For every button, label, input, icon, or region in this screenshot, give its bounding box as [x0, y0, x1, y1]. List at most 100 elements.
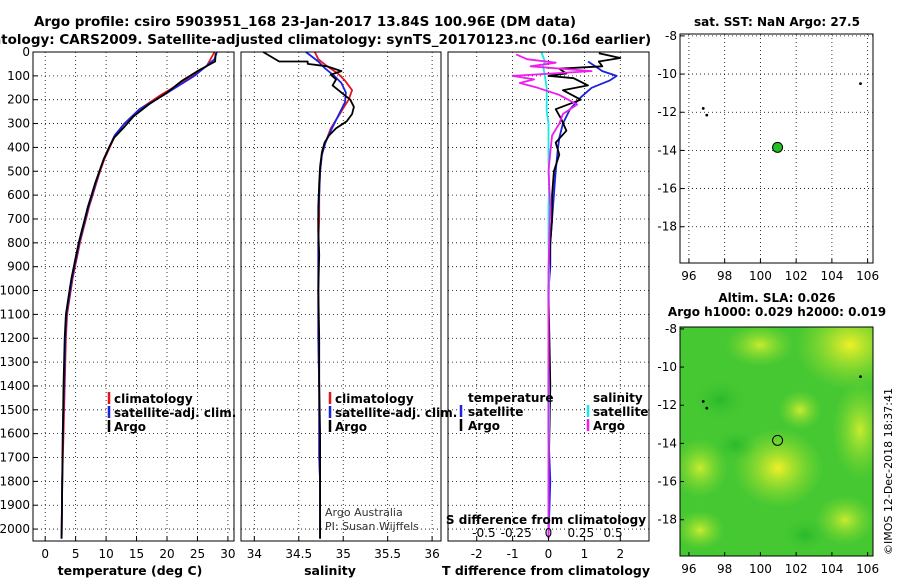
sst_map-xtick-label: 98: [717, 269, 732, 283]
t-difference-xlabel: T difference from climatology: [442, 563, 650, 578]
diff-x2tick-label: -0.25: [501, 526, 532, 540]
legend-s-satellite: satellite: [593, 405, 648, 419]
salinity-panel: 34 34.5 35 35.5 36 salinity climatology sate…: [240, 51, 457, 578]
temperature-xtick-label: 5: [72, 547, 80, 561]
depth-ytick-label: 1300: [0, 355, 30, 369]
temperature-xtick-label: 25: [190, 547, 205, 561]
depth-ytick-label: 1000: [0, 284, 30, 298]
depth-ytick-label: 1700: [0, 451, 30, 465]
sst_map-ytick-label: -16: [657, 182, 677, 196]
difference-xtick-label: -2: [471, 547, 483, 561]
depth-ytick-label: 500: [7, 164, 30, 178]
depth-ytick-label: 1900: [0, 498, 30, 512]
diff-x2tick-label: 0.5: [604, 526, 623, 540]
temperature-xtick-label: 15: [129, 547, 144, 561]
sst_map-ytick-label: -8: [665, 29, 677, 43]
sst_map-float-dot: [705, 113, 709, 117]
legend-salinity-title: salinity: [593, 391, 643, 405]
salinity-xtick-label: 34: [247, 547, 262, 561]
sst_map-float-dot: [701, 107, 705, 110]
temperature-xtick-label: 20: [159, 547, 174, 561]
sla_map-ytick-label: -10: [657, 360, 677, 374]
depth-ytick-label: 700: [7, 212, 30, 226]
sst_map-float-dot: [859, 82, 862, 86]
sla_map-ytick-label: -16: [657, 475, 677, 489]
sla_map-ytick-label: -12: [657, 398, 677, 412]
sla_map-ytick-label: -18: [657, 513, 677, 527]
legend-climatology: climatology: [114, 392, 193, 406]
difference-xtick-label: -1: [507, 547, 519, 561]
legend-climatology: climatology: [335, 392, 414, 406]
temperature-series-satellite-adj-clim-: [60, 51, 218, 539]
salinity-xtick-label: 35: [336, 547, 351, 561]
sla_map-ytick-label: -8: [665, 322, 677, 336]
legend-t-argo: Argo: [468, 419, 500, 433]
difference-panel: -2 -1 0 1 2 -0.5 -0.25 0 0.25 0.5 T difference f…: [442, 51, 650, 578]
depth-ytick-label: 400: [7, 140, 30, 154]
sst_map-xtick-label: 96: [681, 269, 696, 283]
depth-ytick-label: 100: [7, 69, 30, 83]
sla_map-xtick-label: 104: [820, 562, 843, 576]
salinity-xtick-label: 36: [424, 547, 439, 561]
sla_map-ytick-label: -14: [657, 436, 677, 450]
depth-ytick-label: 1100: [0, 307, 30, 321]
salinity-legend: climatology satellite-adj. clim. Argo: [328, 392, 457, 434]
sla-map-subtitle: Argo h1000: 0.029 h2000: 0.019: [668, 305, 886, 319]
temperature-series-climatology: [60, 51, 216, 539]
legend-argo: Argo: [114, 420, 146, 434]
depth-ytick-label: 0: [22, 45, 30, 59]
credit-line-2: PI: Susan Wijffels: [325, 520, 419, 533]
sla-map-panel: Altim. SLA: 0.026 Argo h1000: 0.029 h200…: [657, 291, 886, 576]
legend-argo: Argo: [335, 420, 367, 434]
difference-series-t-argo: [547, 52, 622, 539]
depth-ytick-label: 800: [7, 236, 30, 250]
difference-xtick-label: 2: [616, 547, 624, 561]
sst-map-title: sat. SST: NaN Argo: 27.5: [694, 15, 860, 29]
sla_map-xtick-label: 98: [717, 562, 732, 576]
temperature-xtick-label: 10: [98, 547, 113, 561]
sst_map-ytick-label: -14: [657, 143, 677, 157]
sla_map-xtick-label: 102: [785, 562, 808, 576]
depth-ytick-label: 900: [7, 260, 30, 274]
depth-ytick-label: 1500: [0, 403, 30, 417]
title-line-1: Argo profile: csiro 5903951_168 23-Jan-2…: [34, 14, 576, 30]
depth-ytick-label: 2000: [0, 522, 30, 536]
temperature-xtick-label: 0: [41, 547, 49, 561]
temperature-series-argo: [60, 53, 217, 539]
legend-t-satellite: satellite: [468, 405, 523, 419]
sst_map-xtick-label: 104: [820, 269, 843, 283]
temperature-xtick-label: 30: [220, 547, 235, 561]
title-line-2: Climatology: CARS2009. Satellite-adjuste…: [0, 32, 651, 48]
sla_map-float-dot: [859, 375, 862, 379]
depth-ytick-label: 1600: [0, 427, 30, 441]
depth-ytick-label: 1200: [0, 331, 30, 345]
legend-temperature-title: temperature: [468, 391, 553, 405]
diff-x2tick-label: -0.5: [472, 526, 495, 540]
sst_map-xtick-label: 102: [785, 269, 808, 283]
difference-series-t-satellite: [547, 60, 618, 539]
difference-xtick-label: 1: [581, 547, 589, 561]
depth-ytick-label: 300: [7, 117, 30, 131]
sst_map-xtick-label: 100: [749, 269, 772, 283]
salinity-xtick-label: 34.5: [285, 547, 312, 561]
diff-x2tick-label: 0.25: [567, 526, 594, 540]
depth-ytick-label: 1400: [0, 379, 30, 393]
salinity-xlabel: salinity: [304, 563, 356, 578]
salinity-xtick-label: 35.5: [374, 547, 401, 561]
temperature-legend: climatology satellite-adj. clim. Argo: [107, 392, 236, 434]
depth-ytick-label: 1800: [0, 474, 30, 488]
sst_map-xtick-label: 106: [856, 269, 879, 283]
legend-satellite-adj: satellite-adj. clim.: [335, 406, 457, 420]
temperature-xlabel: temperature (deg C): [58, 563, 203, 578]
diff-x2tick-label: 0: [545, 526, 553, 540]
legend-s-argo: Argo: [593, 419, 625, 433]
sla_map-xtick-label: 100: [749, 562, 772, 576]
sla-heatmap-field: [680, 327, 873, 556]
sla_map-xtick-label: 96: [681, 562, 696, 576]
sla-map-title: Altim. SLA: 0.026: [718, 291, 835, 305]
legend-satellite-adj: satellite-adj. clim.: [114, 406, 236, 420]
sla_map-float-marker: [772, 434, 784, 446]
salinity-series-argo: [262, 51, 355, 539]
sla_map-float-dot: [705, 406, 709, 410]
